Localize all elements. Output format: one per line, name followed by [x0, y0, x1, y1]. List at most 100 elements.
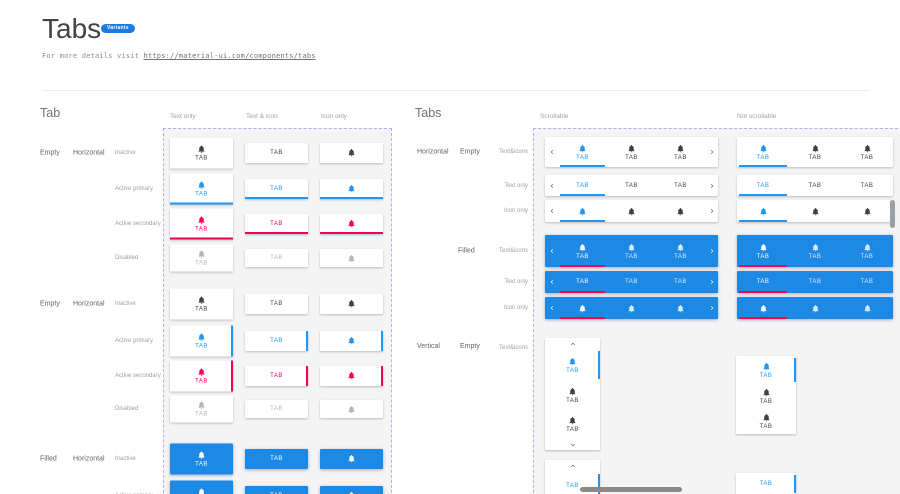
tab-item[interactable]: TAB	[607, 175, 656, 196]
tab-icon-disabled[interactable]	[320, 249, 383, 267]
tab-item-active[interactable]: TAB	[558, 137, 607, 167]
tab-item[interactable]: TAB	[789, 271, 841, 293]
tab-label: TAB	[625, 182, 638, 189]
tab-label: TAB	[625, 253, 638, 260]
tab-text-active-primary[interactable]: TAB	[245, 178, 308, 199]
tab-text-icon-active-secondary[interactable]: TAB	[170, 208, 233, 239]
tab-text-disabled[interactable]: TAB	[245, 249, 308, 267]
chevron-up-icon[interactable]	[545, 460, 600, 472]
tab-icon-active-primary[interactable]	[320, 330, 383, 351]
tab-text-inactive[interactable]: TAB	[245, 293, 308, 314]
tab-item[interactable]	[656, 200, 705, 222]
tab-item[interactable]: TAB	[736, 384, 796, 409]
tab-item[interactable]: TAB	[607, 235, 656, 267]
chevron-right-icon[interactable]	[705, 271, 718, 293]
chevron-left-icon[interactable]	[545, 200, 558, 222]
tab-text-icon-inactive[interactable]: TAB	[170, 288, 233, 319]
chevron-right-icon[interactable]	[705, 297, 718, 319]
tab-text-icon-active-secondary[interactable]: TAB	[170, 360, 233, 391]
chevron-left-icon[interactable]	[545, 137, 558, 167]
bell-icon	[348, 219, 355, 228]
tab-filled-icon[interactable]	[320, 485, 383, 494]
tab-item-active[interactable]: TAB	[558, 271, 607, 293]
tab-item[interactable]: TAB	[841, 271, 893, 293]
tab-filled-text-icon[interactable]: TAB	[170, 443, 233, 474]
tab-text-inactive[interactable]: TAB	[245, 142, 308, 163]
tab-text-icon-active-primary[interactable]: TAB	[170, 325, 233, 356]
tab-item[interactable]	[841, 297, 893, 319]
tab-text-active-secondary[interactable]: TAB	[245, 213, 308, 234]
tab-item[interactable]: TAB	[841, 175, 893, 196]
chevron-right-icon[interactable]	[705, 137, 718, 167]
vertical-scrollbar-thumb[interactable]	[890, 200, 895, 228]
tab-item-active[interactable]: TAB	[736, 356, 796, 384]
tab-text-icon-disabled[interactable]: TAB	[170, 395, 233, 423]
chevron-right-icon[interactable]	[705, 200, 718, 222]
tab-filled-icon[interactable]	[320, 448, 383, 469]
tab-item[interactable]: TAB	[656, 235, 705, 267]
tab-item-active[interactable]: TAB	[545, 472, 600, 494]
tab-item[interactable]: TAB	[736, 409, 796, 434]
chevron-up-icon[interactable]	[545, 338, 600, 349]
tab-item[interactable]: TAB	[789, 175, 841, 196]
tab-item[interactable]	[841, 200, 893, 222]
tab-item-active[interactable]: TAB	[558, 235, 607, 267]
chevron-left-icon[interactable]	[545, 175, 558, 196]
tab-item-active[interactable]: TAB	[736, 473, 796, 494]
tab-filled-text[interactable]: TAB	[245, 448, 308, 469]
tab-item[interactable]: TAB	[545, 410, 600, 439]
tab-item-active[interactable]	[737, 297, 789, 319]
tab-text-active-primary[interactable]: TAB	[245, 330, 308, 351]
tab-item-active[interactable]	[558, 200, 607, 222]
tab-item[interactable]: TAB	[656, 137, 705, 167]
tab-filled-text[interactable]: TAB	[245, 485, 308, 494]
tab-text-icon-active-primary[interactable]: TAB	[170, 173, 233, 204]
tab-item[interactable]	[656, 297, 705, 319]
tab-item-active[interactable]: TAB	[737, 235, 789, 267]
tab-text-icon-inactive[interactable]: TAB	[170, 137, 233, 168]
tab-item[interactable]	[789, 200, 841, 222]
tab-item-active[interactable]: TAB	[737, 271, 789, 293]
tab-item-active[interactable]: TAB	[737, 175, 789, 196]
tab-icon-active-secondary[interactable]	[320, 213, 383, 234]
chevron-left-icon[interactable]	[545, 297, 558, 319]
bell-icon	[812, 144, 818, 152]
tab-item[interactable]: TAB	[656, 175, 705, 196]
tab-item[interactable]: TAB	[607, 137, 656, 167]
tab-item[interactable]	[607, 297, 656, 319]
tab-item-active[interactable]: TAB	[558, 175, 607, 196]
tab-icon-active-secondary[interactable]	[320, 365, 383, 386]
tab-item[interactable]: TAB	[841, 235, 893, 267]
tab-item[interactable]: TAB	[789, 137, 841, 167]
tab-icon-active-primary[interactable]	[320, 178, 383, 199]
tab-icon-inactive[interactable]	[320, 293, 383, 314]
tab-item-active[interactable]: TAB	[737, 137, 789, 167]
tab-text-disabled[interactable]: TAB	[245, 400, 308, 418]
horizontal-scrollbar-thumb[interactable]	[580, 487, 682, 492]
tab-filled-text-icon[interactable]: TAB	[170, 480, 233, 494]
chevron-down-icon[interactable]	[545, 439, 600, 450]
docs-link[interactable]: https://material-ui.com/components/tabs	[143, 52, 316, 60]
tab-label: TAB	[759, 372, 773, 379]
chevron-right-icon[interactable]	[705, 175, 718, 196]
tab-item[interactable]	[789, 297, 841, 319]
tab-item[interactable]: TAB	[789, 235, 841, 267]
tab-item-active[interactable]	[737, 200, 789, 222]
tab-item[interactable]: TAB	[545, 381, 600, 410]
tab-label: TAB	[576, 279, 589, 285]
column-header-scrollable: Scrollable	[540, 113, 569, 120]
chevron-left-icon[interactable]	[545, 271, 558, 293]
tabs-bar-filled-scrollable	[545, 297, 718, 319]
tab-item[interactable]: TAB	[607, 271, 656, 293]
tab-text-active-secondary[interactable]: TAB	[245, 365, 308, 386]
tab-text-icon-disabled[interactable]: TAB	[170, 244, 233, 272]
chevron-right-icon[interactable]	[705, 235, 718, 267]
tab-item-active[interactable]	[558, 297, 607, 319]
tab-icon-inactive[interactable]	[320, 142, 383, 163]
tab-icon-disabled[interactable]	[320, 400, 383, 418]
tab-item[interactable]: TAB	[656, 271, 705, 293]
tab-item-active[interactable]: TAB	[545, 349, 600, 381]
chevron-left-icon[interactable]	[545, 235, 558, 267]
tab-item[interactable]	[607, 200, 656, 222]
tab-item[interactable]: TAB	[841, 137, 893, 167]
